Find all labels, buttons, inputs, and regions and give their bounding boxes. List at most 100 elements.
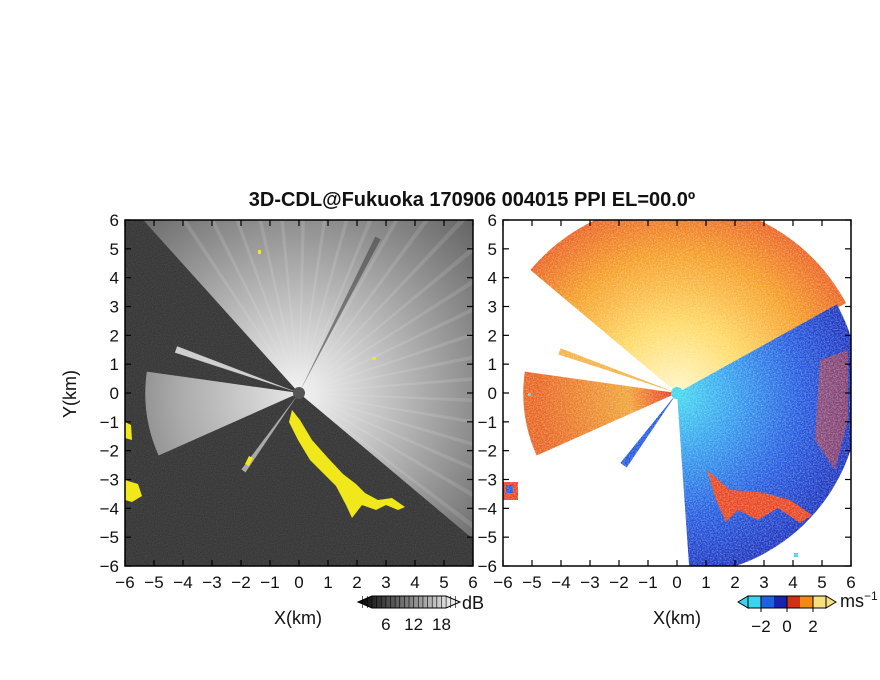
intensity-colorbar-unit: dB [462,593,484,613]
velocity-colorbar-tick-label: 2 [808,617,817,636]
velocity-colorbar-segment [787,596,801,608]
x-tick-label: −6 [115,573,134,592]
velocity-colorbar-ticks: −2 0 2 [751,596,818,636]
x-tick-label: 0 [672,573,681,592]
intensity-streak [299,332,473,393]
x-tick-label: −2 [231,573,250,592]
intensity-streak [299,377,473,393]
velocity-colorbar-arrow-low [737,595,749,609]
velocity-panel [503,220,851,566]
y-tick-label: −5 [478,528,497,547]
x-tick-label: −3 [202,573,221,592]
intensity-streak [299,393,473,471]
x-tick-label: −6 [493,573,512,592]
y-tick-label: 0 [110,384,119,403]
velocity-axis-ticks: −6 −5 −4 −3 −2 −1 0 1 2 3 4 5 6 6 5 4 3 2 1 0 −1 −2 −3 −4 −5 −6 [478,211,856,592]
intensity-colorbar-tick-label: 18 [432,615,451,634]
y-tick-label: −2 [100,442,119,461]
intensity-streak [299,393,473,424]
velocity-xlabel: X(km) [653,608,701,628]
y-tick-label: −6 [100,557,119,576]
velocity-colorbar-tick-label: 0 [782,617,791,636]
x-tick-label: −3 [580,573,599,592]
x-tick-label: 6 [468,573,477,592]
intensity-axis-ticks: −6 −5 −4 −3 −2 −1 0 1 2 3 4 5 6 6 5 4 3 2 1 0 −1 −2 −3 −4 −5 −6 [100,211,478,592]
intensity-streak [235,220,299,393]
velocity-colorbar-unit: ms−1 [840,589,878,611]
intensity-streak [299,393,473,447]
x-tick-label: 6 [846,573,855,592]
velocity-colorbar-segment [761,596,775,608]
lidar-site [293,387,305,399]
y-tick-label: 2 [488,326,497,345]
x-tick-label: 0 [294,573,303,592]
velocity-colorbar: −2 0 2 ms−1 [737,589,878,636]
intensity-highlight-edge [125,422,132,440]
velocity-colorbar-segment [813,596,827,608]
intensity-streak [299,220,327,393]
y-tick-label: −4 [478,499,497,518]
y-tick-label: −1 [478,413,497,432]
x-tick-label: 5 [439,573,448,592]
velocity-colorbar-segment [748,596,762,608]
y-tick-label: 1 [110,355,119,374]
intensity-streak [299,393,473,498]
intensity-highlight-west [125,480,142,502]
intensity-colorbar: 6 12 18 dB [356,593,484,634]
intensity-ylabel: Y(km) [60,370,80,418]
velocity-speckle [503,220,851,566]
intensity-beam-south [241,393,299,473]
x-tick-label: −1 [638,573,657,592]
y-tick-label: 0 [488,384,497,403]
x-tick-label: 1 [323,573,332,592]
x-tick-label: −5 [522,573,541,592]
intensity-streak [299,220,349,393]
x-tick-label: 3 [759,573,768,592]
intensity-shadow-beam [299,236,381,393]
intensity-highlight-coast [289,410,405,518]
y-tick-label: 3 [488,298,497,317]
intensity-xlabel: X(km) [274,608,322,628]
x-tick-label: −4 [551,573,570,592]
y-tick-label: −1 [100,413,119,432]
velocity-colorbar-tick-label: −2 [751,617,770,636]
y-tick-label: −6 [478,557,497,576]
x-tick-label: −1 [260,573,279,592]
y-tick-label: 6 [110,211,119,230]
intensity-panel [125,220,473,566]
velocity-colorbar-segment [800,596,814,608]
intensity-highlight-dot [258,250,261,254]
y-tick-label: −2 [478,442,497,461]
x-tick-label: 3 [381,573,390,592]
intensity-colorbar-tick-label: 6 [381,615,390,634]
intensity-streak [299,245,473,393]
intensity-highlight-dot [372,357,376,360]
intensity-streak [299,393,473,403]
intensity-highlight-spot [245,456,253,466]
x-tick-label: 4 [410,573,419,592]
intensity-streak [299,220,467,393]
velocity-colorbar-segment [774,596,788,608]
x-tick-label: 2 [730,573,739,592]
y-tick-label: −4 [100,499,119,518]
intensity-west-sector [145,371,299,456]
y-tick-label: 4 [488,269,497,288]
intensity-streak [299,220,399,393]
intensity-streak [299,220,306,393]
y-tick-label: 4 [110,269,119,288]
x-tick-label: −2 [609,573,628,592]
y-tick-label: 5 [488,240,497,259]
y-tick-label: 2 [110,326,119,345]
intensity-streak [299,279,473,393]
intensity-main-sector [143,220,473,540]
intensity-colorbar-tick-label: 12 [404,615,423,634]
x-tick-label: 1 [701,573,710,592]
x-tick-label: 2 [352,573,361,592]
y-tick-label: 1 [488,355,497,374]
y-tick-label: 5 [110,240,119,259]
x-tick-label: −5 [144,573,163,592]
y-tick-label: −3 [478,471,497,490]
y-tick-label: −3 [100,471,119,490]
x-tick-label: −4 [173,573,192,592]
